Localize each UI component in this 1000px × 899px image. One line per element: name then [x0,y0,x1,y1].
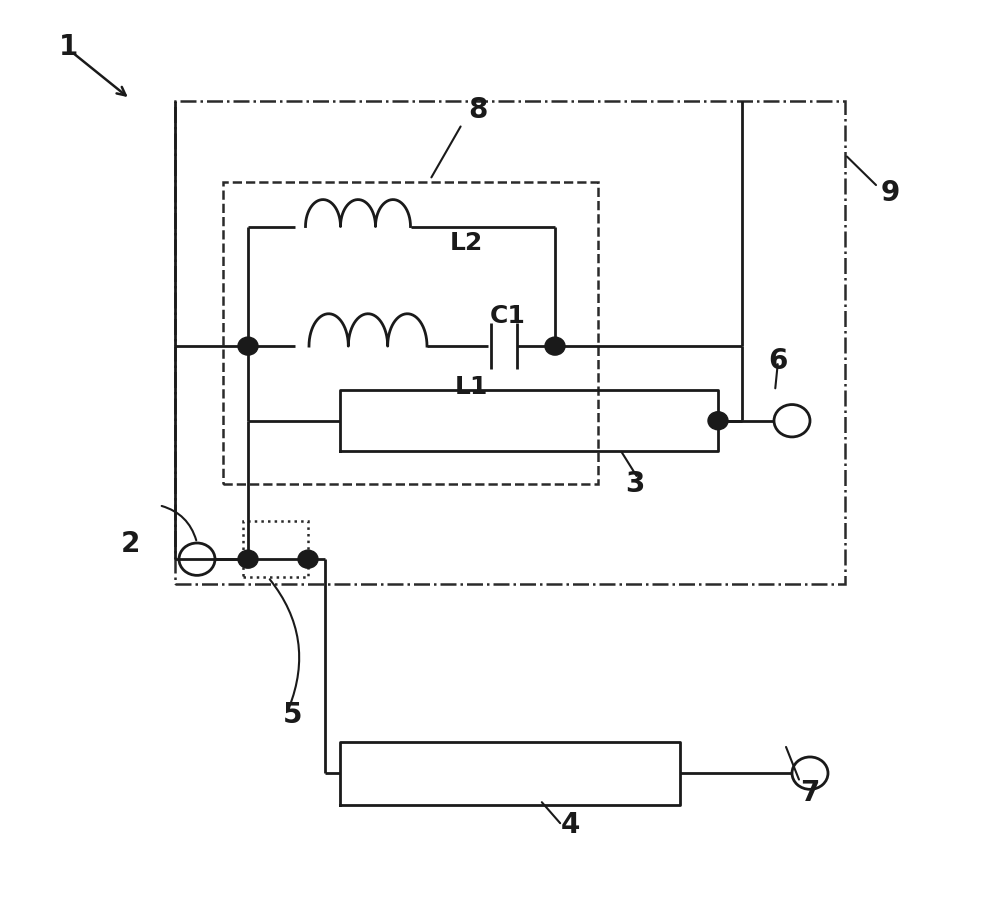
Text: 4: 4 [560,811,580,840]
Text: C1: C1 [490,305,526,328]
Text: 5: 5 [283,700,303,729]
Circle shape [545,337,565,355]
Bar [175,101,845,584]
Circle shape [238,337,258,355]
Text: 3: 3 [625,469,645,498]
Bar [243,521,308,577]
Text: L2: L2 [450,231,483,254]
Text: L1: L1 [455,375,488,398]
Text: 6: 6 [768,347,788,376]
Circle shape [708,412,728,430]
Text: 9: 9 [880,179,900,208]
Text: 2: 2 [120,530,140,558]
Circle shape [238,550,258,568]
Text: 8: 8 [468,95,488,124]
Text: 1: 1 [58,32,78,61]
Bar [223,182,598,484]
Circle shape [298,550,318,568]
Text: 7: 7 [800,779,820,807]
